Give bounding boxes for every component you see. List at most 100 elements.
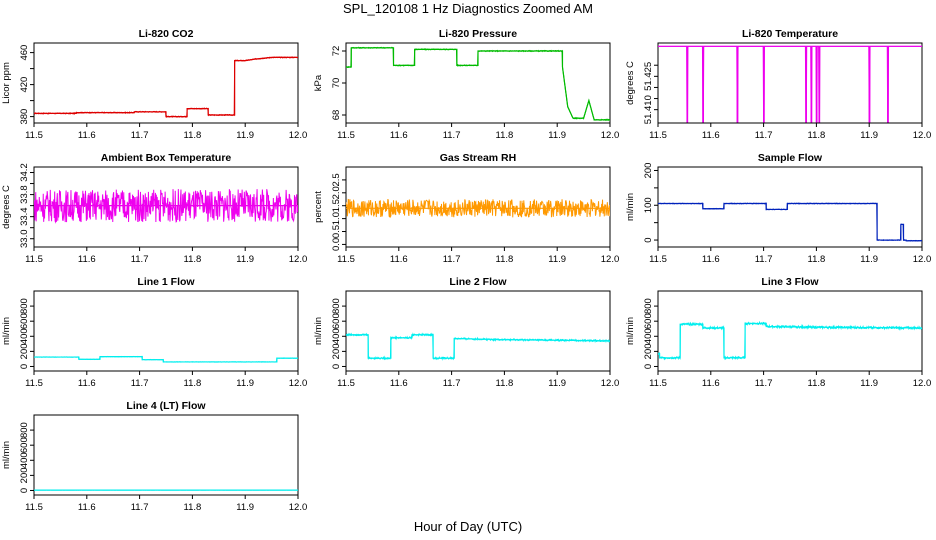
y-axis-label: ml/min [1,441,12,469]
x-tick-label: 11.5 [649,254,667,265]
x-tick-label: 11.7 [131,378,149,389]
chart-panel-8: Line 2 Flow 11.5 11.6 11.7 11.8 11.9 12.0 0 2004… [313,276,619,389]
y-tick-label: 800 [19,298,30,314]
x-tick-label: 11.5 [649,378,667,389]
x-tick-label: 11.6 [390,378,408,389]
series-line-exact [658,202,922,242]
series-line-exact [658,45,922,123]
y-axis-label: degrees C [1,185,12,229]
y-tick-label: 0 [643,237,654,242]
x-tick-label: 11.9 [860,254,878,265]
y-tick-label: 380 [19,109,30,125]
x-tick-label: 11.6 [702,130,720,141]
y-tick-label: 600 [643,313,654,329]
x-tick-label: 11.6 [78,254,96,265]
x-tick-label: 11.7 [443,254,461,265]
y-tick-label: 51.410 [643,95,654,124]
y-tick-label: 33.0 [19,229,30,248]
x-tick-label: 11.7 [131,130,149,141]
x-tick-label: 11.9 [548,130,566,141]
y-tick-label: 0 [331,364,342,369]
y-tick-label: 800 [331,298,342,314]
chart-panel-1: Li-820 CO2 11.5 11.6 11.7 11.8 11.9 12.0 380 420… [1,28,307,141]
chart-panel-3: Li-820 Temperature 11.5 11.6 11.7 11.8 11.9 12… [625,28,931,141]
series-line [658,201,922,242]
x-tick-label: 11.9 [236,130,254,141]
x-tick-label: 11.5 [25,254,43,265]
x-tick-label: 11.6 [78,502,96,513]
y-axis-label: ml/min [625,317,636,345]
y-tick-label: 600 [19,313,30,329]
y-tick-label: 600 [331,313,342,329]
y-tick-label: 0.0 [331,238,342,251]
x-tick-label: 11.5 [25,502,43,513]
y-tick-label: 420 [19,77,30,93]
y-tick-label: 460 [19,45,30,61]
x-tick-label: 11.5 [337,378,355,389]
chart-panel-10: Line 4 (LT) Flow 11.5 11.6 11.7 11.8 11.9 12.0… [1,400,307,513]
y-tick-label: 0 [19,488,30,493]
y-tick-label: 100 [643,197,654,213]
x-tick-label: 11.6 [390,254,408,265]
x-tick-label: 11.8 [808,378,826,389]
panel-title: Line 4 (LT) Flow [126,400,206,412]
y-axis-label: kPa [313,74,324,91]
y-tick-label: 0 [19,364,30,369]
x-tick-label: 11.8 [184,502,202,513]
x-tick-label: 11.7 [755,378,773,389]
y-tick-label: 400 [331,328,342,344]
y-tick-label: 800 [19,422,30,438]
x-tick-label: 11.8 [496,130,514,141]
y-tick-label: 2.5 [331,173,342,186]
x-tick-label: 11.6 [390,130,408,141]
y-axis-label: percent [313,191,324,223]
y-tick-label: 600 [19,437,30,453]
series-line [34,56,298,118]
y-tick-label: 70 [331,78,342,89]
x-tick-label: 12.0 [913,378,932,389]
x-tick-label: 11.6 [702,254,720,265]
panel-title: Line 2 Flow [449,276,507,288]
y-axis-label: degrees C [625,61,636,105]
panel-title: Ambient Box Temperature [101,152,232,164]
chart-panel-6: Sample Flow 11.5 11.6 11.7 11.8 11.9 12.0 0 100 2… [625,152,931,265]
x-tick-label: 11.7 [755,254,773,265]
x-tick-label: 11.9 [860,130,878,141]
x-tick-label: 11.6 [702,378,720,389]
x-tick-label: 11.9 [236,378,254,389]
x-tick-label: 12.0 [601,378,620,389]
y-tick-label: 200 [19,343,30,359]
x-tick-label: 11.7 [131,502,149,513]
y-axis-label: ml/min [313,317,324,345]
y-axis-label: ml/min [625,193,636,221]
y-axis-label: ml/min [1,317,12,345]
y-tick-label: 200 [643,343,654,359]
plot-frame [33,290,299,372]
x-tick-label: 11.5 [337,254,355,265]
series-line [658,320,922,361]
x-tick-label: 11.9 [236,254,254,265]
figure-title: SPL_120108 1 Hz Diagnostics Zoomed AM [343,1,593,16]
plot-frame [657,290,923,372]
chart-panel-5: Gas Stream RH 11.5 11.6 11.7 11.8 11.9 12.0 0.0… [313,152,619,265]
x-tick-label: 11.8 [184,130,202,141]
x-tick-label: 11.8 [184,254,202,265]
y-tick-label: 33.8 [19,185,30,204]
panel-title: Gas Stream RH [440,152,516,164]
y-tick-label: 34.2 [19,163,30,182]
plot-frame [657,166,923,248]
plot-frame [33,42,299,124]
panel-title: Li-820 Temperature [742,28,838,40]
y-tick-label: 72 [331,46,342,57]
x-tick-label: 11.6 [78,378,96,389]
y-tick-label: 33.4 [19,207,30,226]
series-line [346,198,610,219]
y-tick-label: 200 [19,467,30,483]
x-tick-label: 11.7 [443,130,461,141]
series-line-exact [34,56,298,118]
series-line [34,189,298,224]
plot-frame [33,414,299,496]
y-tick-label: 800 [643,298,654,314]
series-line [346,332,610,361]
